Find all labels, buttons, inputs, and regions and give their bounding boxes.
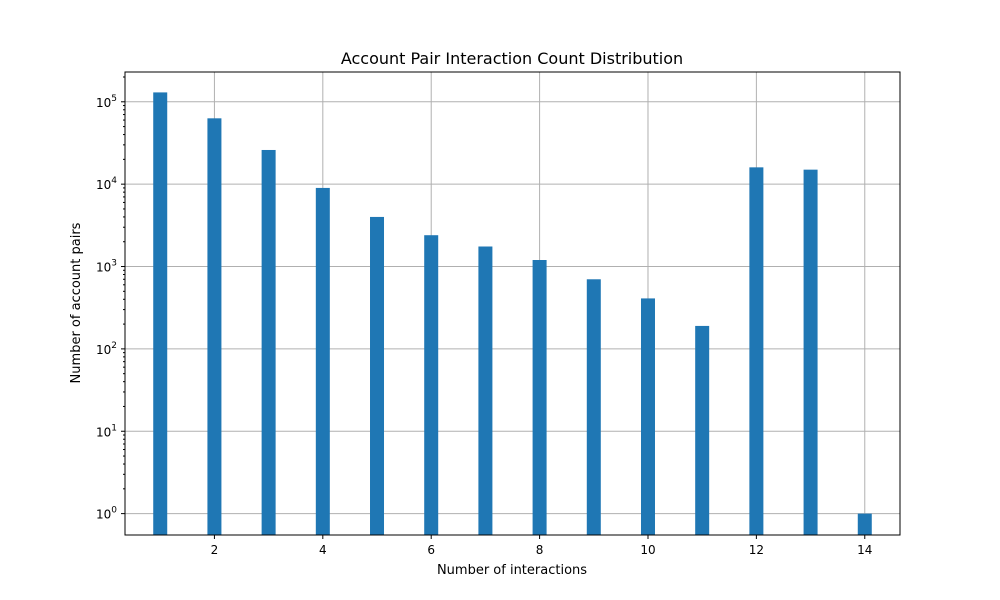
bar-9: [586, 279, 601, 535]
bars: [153, 92, 872, 536]
bar-7: [478, 246, 493, 536]
plot-frame: [124, 71, 901, 536]
y-tick-label: 101: [96, 423, 117, 439]
chart-title: Account Pair Interaction Count Distribut…: [341, 49, 683, 68]
bar-6: [424, 235, 439, 535]
x-tick-label: 12: [749, 543, 764, 557]
y-tick-label: 103: [96, 259, 117, 275]
x-tick-label: 8: [536, 543, 544, 557]
bar-1: [153, 92, 168, 536]
x-axis-ticks: 2 4 6 8 10 12 14: [211, 535, 872, 557]
x-tick-label: 10: [640, 543, 655, 557]
bar-8: [532, 260, 547, 535]
bar-10: [640, 298, 655, 535]
x-tick-label: 2: [211, 543, 219, 557]
y-tick-label: 104: [96, 176, 117, 192]
x-tick-label: 14: [857, 543, 872, 557]
bar-3: [261, 149, 276, 535]
y-axis-ticks: 100 101 102 103 104 105: [96, 76, 125, 522]
bar-12: [749, 167, 764, 536]
bar-14: [857, 513, 872, 535]
y-tick-label: 100: [96, 506, 117, 522]
grid-lines: [125, 72, 900, 535]
y-tick-label: 102: [96, 341, 117, 357]
y-axis-label: Number of account pairs: [69, 222, 84, 383]
bar-2: [207, 118, 222, 536]
bar-5: [370, 216, 385, 535]
bar-11: [695, 325, 710, 535]
bar-13: [803, 169, 818, 535]
x-axis-label: Number of interactions: [437, 563, 587, 578]
y-tick-label: 105: [96, 94, 117, 110]
bar-4: [315, 187, 330, 536]
x-tick-label: 4: [319, 543, 327, 557]
x-tick-label: 6: [427, 543, 435, 557]
